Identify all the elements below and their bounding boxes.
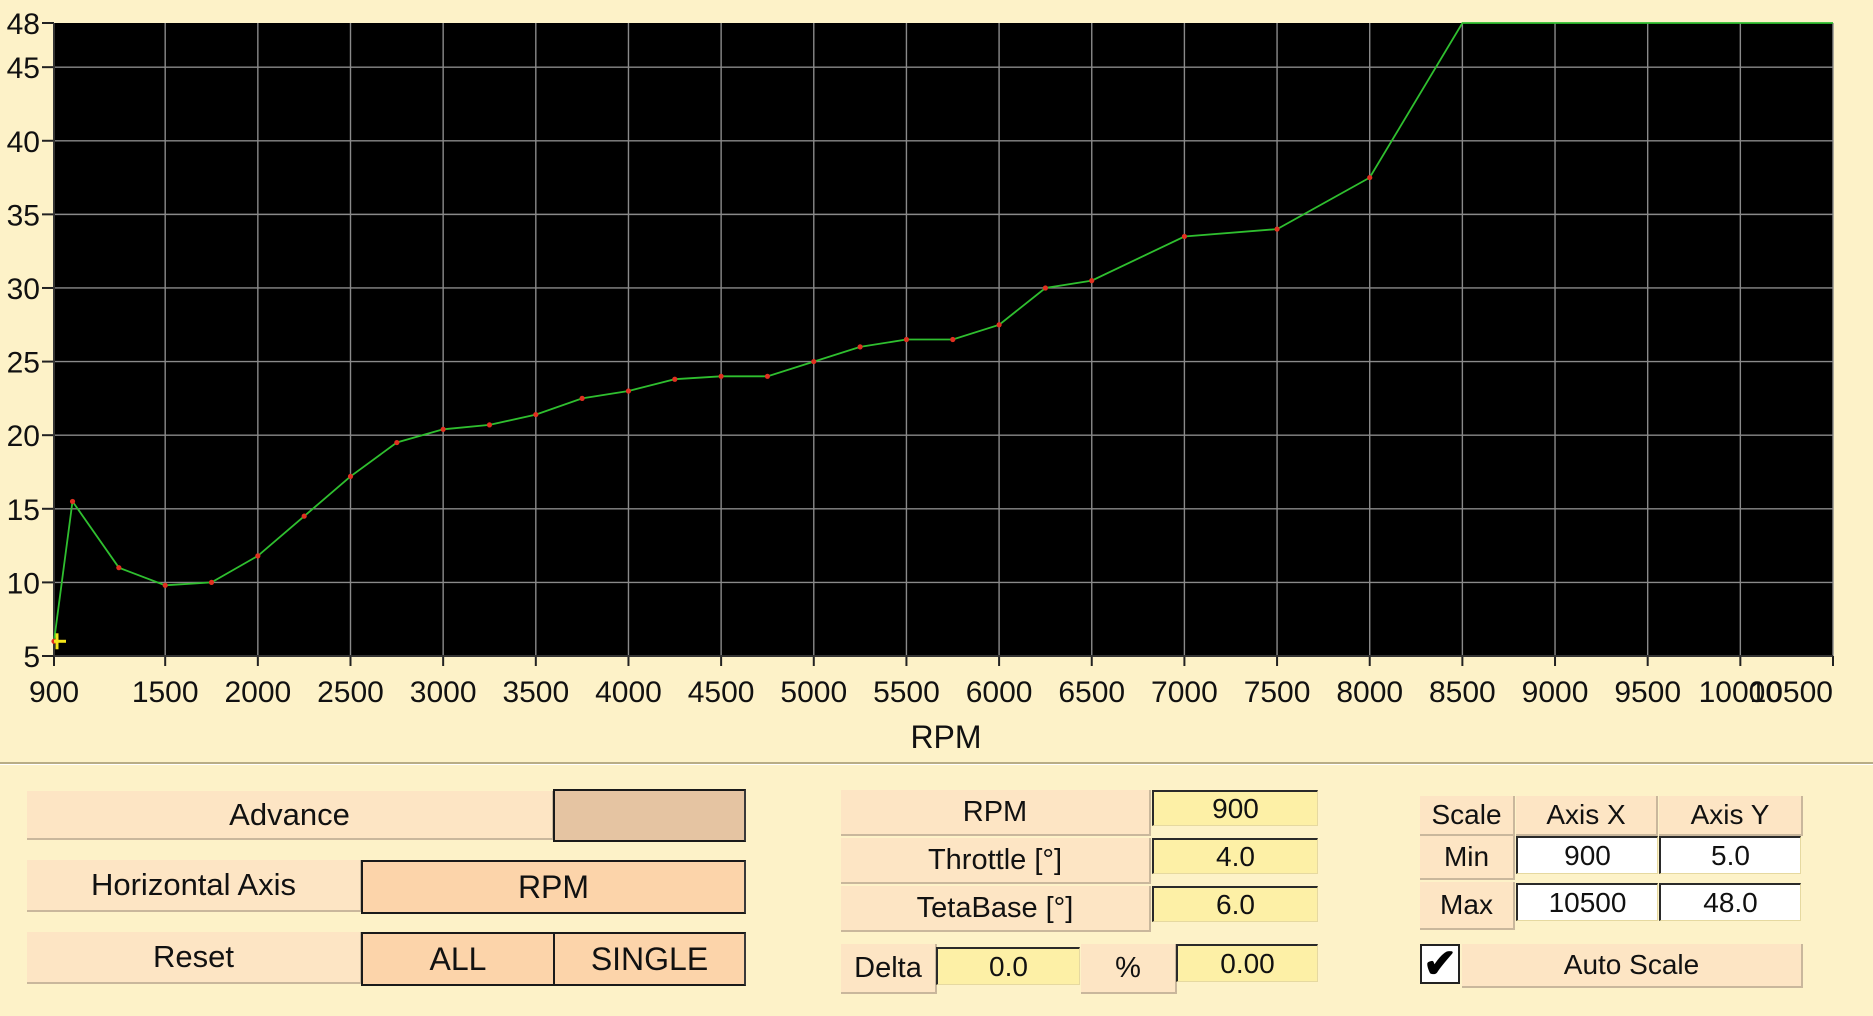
horizontal-axis-button[interactable]: RPM bbox=[361, 860, 746, 914]
x-tick-label: 8000 bbox=[1336, 676, 1403, 709]
y-tick-label: 48 bbox=[7, 8, 40, 41]
data-point[interactable] bbox=[625, 388, 632, 394]
data-point[interactable] bbox=[672, 376, 678, 382]
x-tick-label: 4500 bbox=[688, 676, 755, 709]
x-tick-label: 5000 bbox=[780, 676, 847, 709]
data-point[interactable] bbox=[116, 565, 122, 571]
min-x-input[interactable]: 900 bbox=[1516, 836, 1658, 874]
data-point[interactable] bbox=[301, 513, 307, 519]
y-tick-label: 45 bbox=[7, 52, 40, 85]
max-label: Max bbox=[1420, 882, 1515, 930]
data-point[interactable] bbox=[579, 395, 585, 401]
data-point[interactable] bbox=[718, 373, 724, 379]
data-point[interactable] bbox=[950, 336, 956, 343]
advance-label: Advance bbox=[27, 791, 554, 840]
axis-x-header: Axis X bbox=[1516, 796, 1658, 836]
rpm-label: RPM bbox=[841, 790, 1151, 836]
panel-separator bbox=[0, 762, 1873, 765]
y-tick-label: 40 bbox=[7, 126, 40, 159]
y-tick-label: 10 bbox=[7, 567, 40, 600]
delta-label: Delta bbox=[841, 944, 937, 994]
auto-scale-label: Auto Scale bbox=[1462, 944, 1803, 988]
data-point[interactable] bbox=[903, 336, 910, 343]
y-tick-label: 15 bbox=[7, 494, 40, 527]
x-axis-title: RPM bbox=[910, 719, 981, 755]
data-point[interactable] bbox=[857, 344, 863, 350]
max-y-input[interactable]: 48.0 bbox=[1659, 883, 1801, 921]
x-tick-label: 900 bbox=[29, 676, 79, 709]
marker-layer bbox=[51, 174, 1373, 644]
percent-label: % bbox=[1081, 944, 1177, 994]
x-tick-label: 6500 bbox=[1058, 676, 1125, 709]
tetabase-label: TetaBase [°] bbox=[841, 886, 1151, 932]
reset-single-button[interactable]: SINGLE bbox=[553, 932, 746, 986]
x-tick-label: 4000 bbox=[595, 676, 662, 709]
delta-value: 0.0 bbox=[936, 947, 1080, 985]
throttle-label: Throttle [°] bbox=[841, 838, 1151, 884]
data-point[interactable] bbox=[440, 426, 446, 432]
throttle-value: 4.0 bbox=[1152, 838, 1318, 874]
max-x-input[interactable]: 10500 bbox=[1516, 883, 1658, 921]
x-tick-label: 10500 bbox=[1750, 676, 1833, 709]
x-tick-label: 9500 bbox=[1614, 676, 1681, 709]
data-point[interactable] bbox=[69, 498, 76, 505]
data-point[interactable] bbox=[1274, 226, 1280, 232]
min-y-input[interactable]: 5.0 bbox=[1659, 836, 1801, 874]
data-point[interactable] bbox=[1367, 174, 1373, 181]
y-tick-label: 20 bbox=[7, 420, 40, 453]
y-tick-label: 35 bbox=[7, 199, 40, 232]
data-point[interactable] bbox=[347, 473, 354, 480]
data-point[interactable] bbox=[162, 582, 168, 588]
advance-chart[interactable]: 900 1500 2000 2500 3000 3500 4000 4500 5000 5500 6… bbox=[0, 0, 1873, 760]
data-point[interactable] bbox=[1181, 233, 1188, 240]
x-tick-label: 8500 bbox=[1429, 676, 1496, 709]
data-point[interactable] bbox=[764, 373, 771, 379]
data-point[interactable] bbox=[811, 358, 817, 365]
y-tick-label: 5 bbox=[23, 641, 40, 674]
data-point[interactable] bbox=[1042, 285, 1049, 291]
tetabase-value: 6.0 bbox=[1152, 886, 1318, 922]
x-tick-label: 7000 bbox=[1151, 676, 1218, 709]
reset-all-button[interactable]: ALL bbox=[361, 932, 555, 986]
x-tick-label: 6000 bbox=[966, 676, 1033, 709]
data-point[interactable] bbox=[533, 411, 539, 418]
reset-label: Reset bbox=[27, 932, 362, 984]
auto-scale-checkbox[interactable]: ✔ bbox=[1420, 942, 1460, 986]
data-point[interactable] bbox=[1089, 278, 1095, 284]
x-tick-label: 2000 bbox=[224, 676, 291, 709]
y-tick-label: 30 bbox=[7, 273, 40, 306]
advance-series-line bbox=[53, 22, 1833, 642]
x-tick-label: 9000 bbox=[1522, 676, 1589, 709]
series-layer bbox=[53, 22, 1833, 642]
axis-ticks: 900 1500 2000 2500 3000 3500 4000 4500 5000 5500 6… bbox=[7, 8, 1834, 709]
data-point[interactable] bbox=[394, 439, 400, 446]
x-tick-label: 2500 bbox=[317, 676, 384, 709]
scale-header: Scale bbox=[1420, 796, 1515, 836]
x-tick-label: 7500 bbox=[1244, 676, 1311, 709]
data-point[interactable] bbox=[996, 322, 1002, 328]
advance-selector[interactable] bbox=[553, 789, 746, 842]
min-label: Min bbox=[1420, 836, 1515, 880]
x-tick-label: 3500 bbox=[502, 676, 569, 709]
rpm-value: 900 bbox=[1152, 790, 1318, 826]
horizontal-axis-label: Horizontal Axis bbox=[27, 860, 362, 912]
data-point[interactable] bbox=[255, 553, 261, 559]
x-tick-label: 5500 bbox=[873, 676, 940, 709]
cursor-layer bbox=[54, 633, 66, 650]
y-tick-label: 25 bbox=[7, 347, 40, 380]
axis-y-header: Axis Y bbox=[1659, 796, 1803, 836]
percent-value: 0.00 bbox=[1176, 944, 1318, 982]
data-point[interactable] bbox=[486, 422, 493, 428]
x-tick-label: 10000 bbox=[1699, 676, 1782, 709]
x-tick-label: 1500 bbox=[132, 676, 199, 709]
data-point[interactable] bbox=[208, 579, 215, 585]
x-tick-label: 3000 bbox=[410, 676, 477, 709]
